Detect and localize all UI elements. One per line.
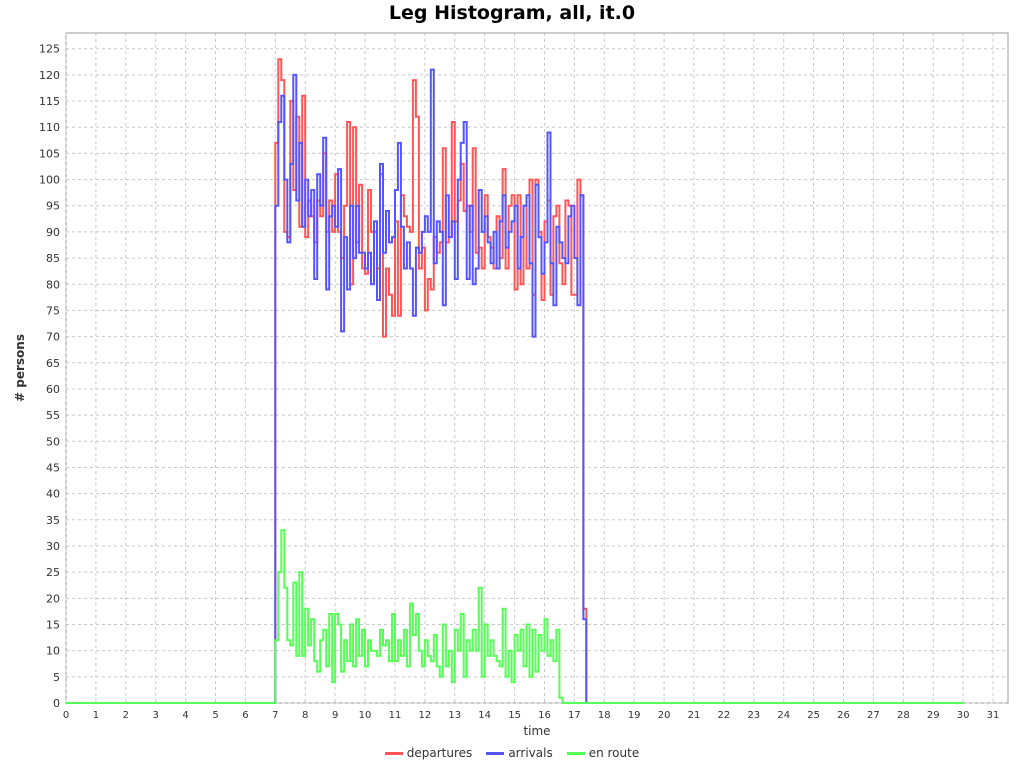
y-tick-label: 110	[39, 121, 60, 134]
x-tick-label: 21	[688, 710, 701, 721]
x-tick-label: 13	[448, 710, 461, 721]
y-tick-label: 75	[46, 304, 60, 317]
x-tick-label: 25	[807, 710, 820, 721]
x-tick-label: 8	[302, 710, 308, 721]
x-tick-label: 16	[538, 710, 551, 721]
x-tick-label: 15	[508, 710, 521, 721]
legend-label: en route	[588, 746, 640, 760]
series-layer	[66, 58, 964, 704]
x-tick-label: 20	[658, 710, 671, 721]
x-tick-label: 19	[628, 710, 641, 721]
grid-lines	[65, 33, 1008, 704]
x-tick-label: 28	[897, 710, 910, 721]
x-tick-label: 29	[927, 710, 940, 721]
x-tick-label: 27	[867, 710, 880, 721]
series-line-en-route	[66, 529, 964, 704]
x-tick-label: 24	[777, 710, 790, 721]
y-tick-label: 85	[46, 252, 60, 265]
y-tick-label: 65	[46, 357, 60, 370]
x-tick-label: 0	[63, 710, 69, 721]
legend-item-en-route: en route	[566, 746, 640, 760]
x-tick-label: 18	[598, 710, 611, 721]
x-tick-label: 10	[359, 710, 372, 721]
y-tick-label: 95	[46, 200, 60, 213]
x-tick-label: 17	[568, 710, 581, 721]
chart-title: Leg Histogram, all, it.0	[388, 2, 636, 24]
y-axis-title: # persons	[13, 334, 27, 402]
x-axis-title: time	[523, 724, 550, 738]
y-tick-label: 100	[39, 174, 60, 187]
x-tick-label: 11	[389, 710, 402, 721]
y-axis: 0 5 10 15 20 25 30 35 40 45 50 55 60 65 70 75 80 85 90 95 10…	[39, 43, 60, 710]
y-tick-label: 60	[46, 383, 60, 396]
x-axis: 0 1 2 3 4 5 6 7 8 9 10 11 12 13 14 15 16 17 18 19 20 21 22 23 24…	[63, 710, 1000, 721]
plot-area	[65, 32, 1009, 704]
y-tick-label: 105	[39, 147, 60, 160]
legend: departures arrivals en route	[0, 746, 1024, 760]
x-tick-label: 5	[212, 710, 218, 721]
legend-swatch	[566, 751, 585, 755]
x-tick-label: 7	[272, 710, 278, 721]
y-tick-label: 40	[46, 488, 60, 501]
x-tick-label: 31	[987, 710, 1000, 721]
y-tick-label: 45	[46, 461, 60, 474]
y-tick-label: 120	[39, 69, 60, 82]
x-tick-label: 23	[747, 710, 760, 721]
y-tick-label: 50	[46, 435, 60, 448]
x-tick-label: 1	[93, 710, 99, 721]
y-tick-label: 90	[46, 226, 60, 239]
x-tick-label: 9	[332, 710, 338, 721]
x-tick-label: 2	[123, 710, 129, 721]
y-tick-label: 10	[46, 645, 60, 658]
y-tick-label: 70	[46, 331, 60, 344]
y-tick-label: 20	[46, 592, 60, 605]
x-tick-label: 26	[837, 710, 850, 721]
legend-label: arrivals	[508, 746, 553, 760]
legend-item-departures: departures	[384, 746, 473, 760]
y-tick-label: 55	[46, 409, 60, 422]
y-tick-label: 15	[46, 618, 60, 631]
y-tick-label: 80	[46, 278, 60, 291]
x-tick-label: 3	[153, 710, 159, 721]
legend-swatch	[486, 751, 505, 755]
legend-item-arrivals: arrivals	[486, 746, 553, 760]
y-tick-label: 30	[46, 540, 60, 553]
y-tick-label: 35	[46, 514, 60, 527]
legend-label: departures	[406, 746, 473, 760]
y-tick-label: 0	[53, 697, 60, 710]
y-tick-label: 5	[53, 671, 60, 684]
x-tick-label: 22	[718, 710, 731, 721]
x-tick-label: 6	[242, 710, 248, 721]
y-tick-label: 125	[39, 43, 60, 56]
x-tick-label: 12	[418, 710, 431, 721]
legend-swatch	[384, 751, 403, 755]
x-tick-label: 14	[478, 710, 491, 721]
series-line-arrivals	[66, 68, 964, 704]
y-tick-label: 25	[46, 566, 60, 579]
y-tick-label: 115	[39, 95, 60, 108]
x-tick-label: 4	[182, 710, 188, 721]
x-tick-label: 30	[957, 710, 970, 721]
